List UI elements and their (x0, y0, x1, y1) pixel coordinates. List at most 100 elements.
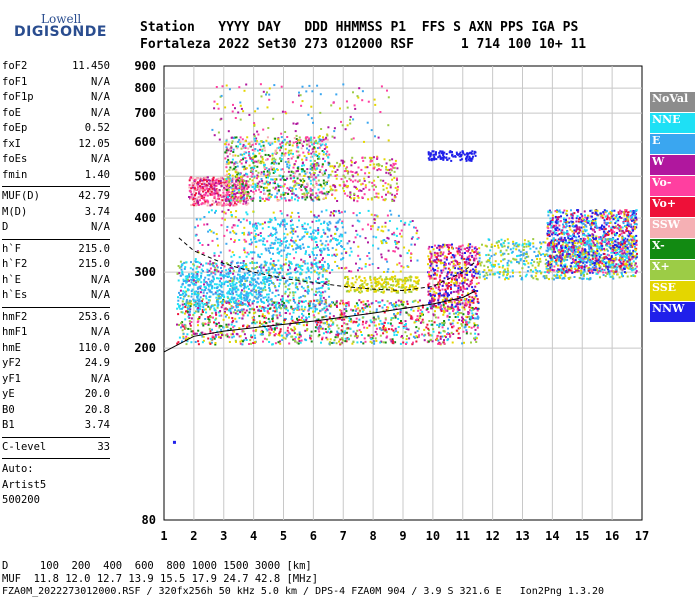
echo-point (320, 144, 322, 147)
echo-point (389, 164, 392, 167)
echo-point (229, 201, 231, 204)
echo-point (253, 135, 256, 138)
echo-point (262, 141, 265, 144)
echo-point (440, 271, 443, 274)
echo-point (338, 340, 340, 343)
echo-point (296, 142, 299, 145)
echo-point (455, 247, 458, 250)
echo-point (447, 248, 450, 251)
echo-point (284, 179, 287, 181)
echo-point (217, 177, 220, 180)
echo-point (209, 179, 211, 182)
echo-point (395, 234, 398, 237)
echo-point (276, 316, 279, 319)
echo-point (202, 187, 205, 190)
echo-point (207, 321, 210, 324)
echo-point (326, 338, 329, 341)
echo-point (267, 312, 270, 315)
echo-point (231, 307, 234, 310)
echo-point (286, 279, 289, 282)
echo-point (460, 267, 463, 270)
echo-point (447, 271, 449, 274)
echo-point (468, 258, 471, 261)
echo-point (224, 310, 226, 313)
echo-point (292, 248, 295, 251)
echo-point (191, 330, 194, 333)
echo-point (384, 341, 387, 344)
echo-point (195, 204, 197, 207)
echo-point (260, 330, 263, 333)
echo-point (195, 192, 198, 195)
echo-point (227, 162, 230, 165)
echo-point (440, 310, 443, 312)
echo-point (182, 332, 185, 335)
echo-point (286, 233, 289, 236)
echo-point (279, 328, 282, 331)
echo-point (185, 299, 188, 301)
echo-point (360, 183, 363, 186)
echo-point (251, 185, 254, 188)
echo-point (450, 291, 453, 294)
echo-point (372, 167, 375, 170)
echo-point (333, 136, 336, 139)
echo-point (383, 321, 386, 324)
echo-point (456, 295, 459, 298)
echo-point (410, 315, 413, 318)
echo-point (274, 182, 276, 185)
echo-point (238, 270, 240, 273)
echo-point (298, 318, 301, 321)
echo-point (396, 263, 399, 266)
echo-point (448, 271, 451, 274)
echo-point (453, 278, 456, 281)
echo-point (246, 195, 249, 197)
echo-point (213, 270, 216, 273)
echo-point (286, 187, 289, 190)
echo-point (405, 311, 408, 314)
echo-point (303, 140, 305, 143)
echo-point (430, 307, 433, 310)
echo-point (372, 235, 375, 238)
echo-point (287, 193, 290, 195)
echo-point (382, 179, 385, 182)
echo-point (238, 191, 240, 194)
echo-point (281, 176, 284, 179)
echo-point (282, 193, 285, 196)
echo-point (389, 171, 392, 174)
echo-point (231, 161, 234, 164)
echo-point (396, 192, 398, 195)
echo-point (214, 266, 217, 269)
echo-point (220, 224, 223, 227)
echo-point (339, 309, 342, 312)
echo-point (264, 221, 266, 224)
echo-point (308, 276, 311, 278)
echo-point (200, 194, 203, 197)
echo-point (334, 318, 337, 321)
echo-point (198, 316, 201, 318)
echo-point (473, 275, 476, 278)
echo-point (370, 321, 373, 324)
echo-point (216, 330, 219, 333)
echo-point (239, 311, 242, 314)
echo-point (326, 146, 329, 149)
echo-point (225, 160, 228, 163)
echo-point (266, 293, 268, 296)
echo-point (361, 310, 364, 313)
echo-point (187, 327, 190, 330)
echo-point (312, 184, 315, 187)
echo-point (364, 186, 367, 189)
echo-point (446, 309, 449, 312)
echo-point (252, 156, 255, 159)
echo-point (429, 277, 432, 280)
echo-point (283, 282, 286, 285)
echo-point (278, 271, 281, 274)
echo-point (401, 337, 404, 339)
echo-point (290, 199, 293, 202)
echo-point (402, 341, 405, 344)
echo-point (239, 194, 242, 197)
echo-point (462, 270, 465, 273)
echo-point (374, 330, 377, 333)
echo-point (247, 192, 250, 195)
echo-point (308, 235, 311, 238)
echo-point (258, 239, 261, 242)
echo-point (353, 194, 356, 196)
